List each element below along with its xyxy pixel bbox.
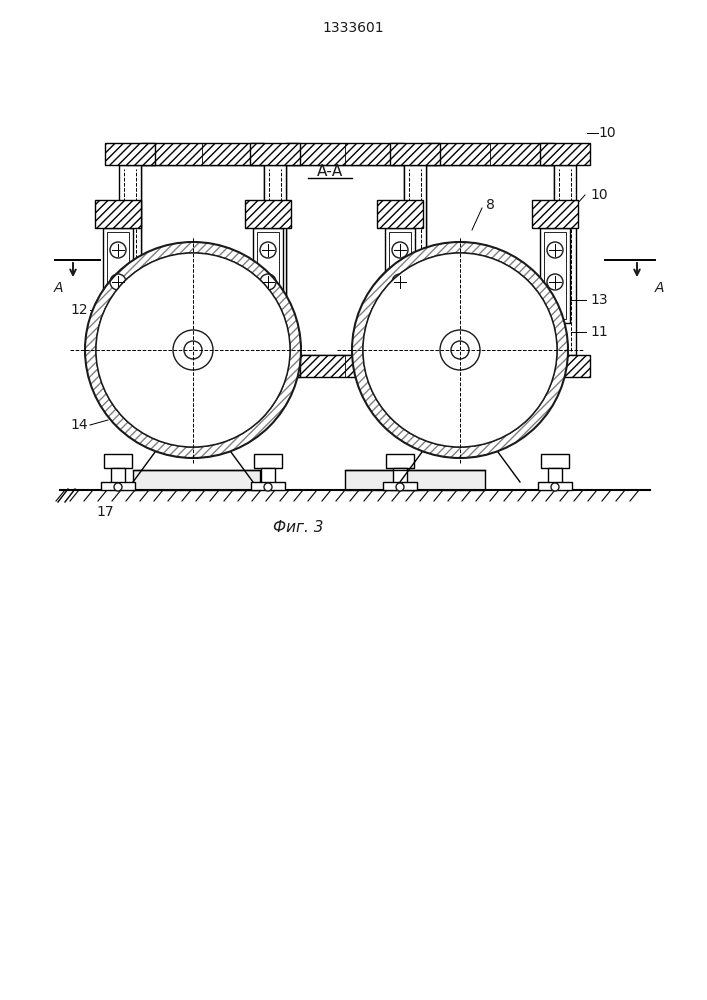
Bar	[141, 165, 264, 355]
Bar	[264, 165, 286, 355]
Bar	[554, 165, 576, 355]
Circle shape	[440, 330, 480, 370]
Bar	[548, 468, 562, 485]
Text: А: А	[53, 281, 63, 295]
Bar	[540, 355, 590, 377]
Circle shape	[184, 341, 202, 359]
Text: 13: 13	[590, 293, 607, 307]
Circle shape	[260, 242, 276, 258]
Circle shape	[110, 274, 126, 290]
Bar	[253, 228, 283, 323]
Bar	[404, 165, 426, 355]
Text: Фиг. 3: Фиг. 3	[273, 520, 323, 536]
Bar	[250, 355, 300, 377]
Bar	[105, 355, 155, 377]
Bar	[540, 228, 570, 323]
Bar	[538, 482, 572, 490]
Bar	[254, 454, 282, 468]
Bar	[386, 454, 414, 468]
Circle shape	[392, 274, 408, 290]
Bar	[257, 232, 279, 319]
Bar	[390, 143, 440, 165]
Text: 11: 11	[590, 325, 608, 339]
Text: 8: 8	[486, 198, 494, 212]
Text: 12: 12	[71, 303, 88, 317]
Bar	[251, 482, 285, 490]
Circle shape	[114, 483, 122, 491]
Text: 10: 10	[598, 126, 616, 140]
Ellipse shape	[85, 242, 301, 458]
Ellipse shape	[352, 242, 568, 458]
Bar	[377, 200, 423, 228]
Bar	[111, 468, 125, 485]
Bar	[390, 355, 440, 377]
Text: 14: 14	[71, 418, 88, 432]
Ellipse shape	[96, 253, 290, 447]
Bar	[383, 482, 417, 490]
Circle shape	[173, 330, 213, 370]
Bar	[119, 165, 141, 355]
Bar	[426, 355, 554, 377]
Bar	[101, 482, 135, 490]
Text: 3: 3	[440, 392, 450, 406]
Bar	[540, 143, 590, 165]
Circle shape	[396, 483, 404, 491]
Circle shape	[547, 242, 563, 258]
Bar	[104, 454, 132, 468]
Bar	[345, 470, 485, 490]
Bar	[103, 228, 133, 323]
Text: 9: 9	[545, 393, 554, 407]
Bar	[426, 143, 554, 165]
Text: 17: 17	[96, 505, 114, 519]
Bar	[261, 468, 275, 485]
Bar	[250, 143, 300, 165]
Text: 10: 10	[590, 188, 607, 202]
Circle shape	[260, 274, 276, 290]
Bar	[286, 143, 404, 165]
Text: 1333601: 1333601	[322, 21, 384, 35]
Circle shape	[551, 483, 559, 491]
Circle shape	[547, 274, 563, 290]
Bar	[393, 468, 407, 485]
Bar	[107, 232, 129, 319]
Text: А: А	[655, 281, 665, 295]
Bar	[286, 165, 404, 355]
Text: А-А: А-А	[317, 164, 343, 180]
Bar	[286, 355, 404, 377]
Circle shape	[264, 483, 272, 491]
Bar	[105, 143, 155, 165]
Ellipse shape	[96, 253, 290, 447]
Ellipse shape	[363, 253, 557, 447]
Bar	[245, 200, 291, 228]
Text: 9: 9	[401, 392, 409, 406]
Ellipse shape	[363, 253, 557, 447]
Bar	[541, 454, 569, 468]
Text: Фиг. 2: Фиг. 2	[215, 420, 265, 434]
Bar	[95, 200, 141, 228]
Circle shape	[392, 242, 408, 258]
Bar	[544, 232, 566, 319]
Bar	[141, 143, 264, 165]
Circle shape	[451, 341, 469, 359]
Bar	[426, 165, 554, 355]
Bar	[141, 355, 264, 377]
Bar	[389, 232, 411, 319]
Bar	[385, 228, 415, 323]
Bar	[532, 200, 578, 228]
Bar	[133, 470, 260, 490]
Circle shape	[110, 242, 126, 258]
